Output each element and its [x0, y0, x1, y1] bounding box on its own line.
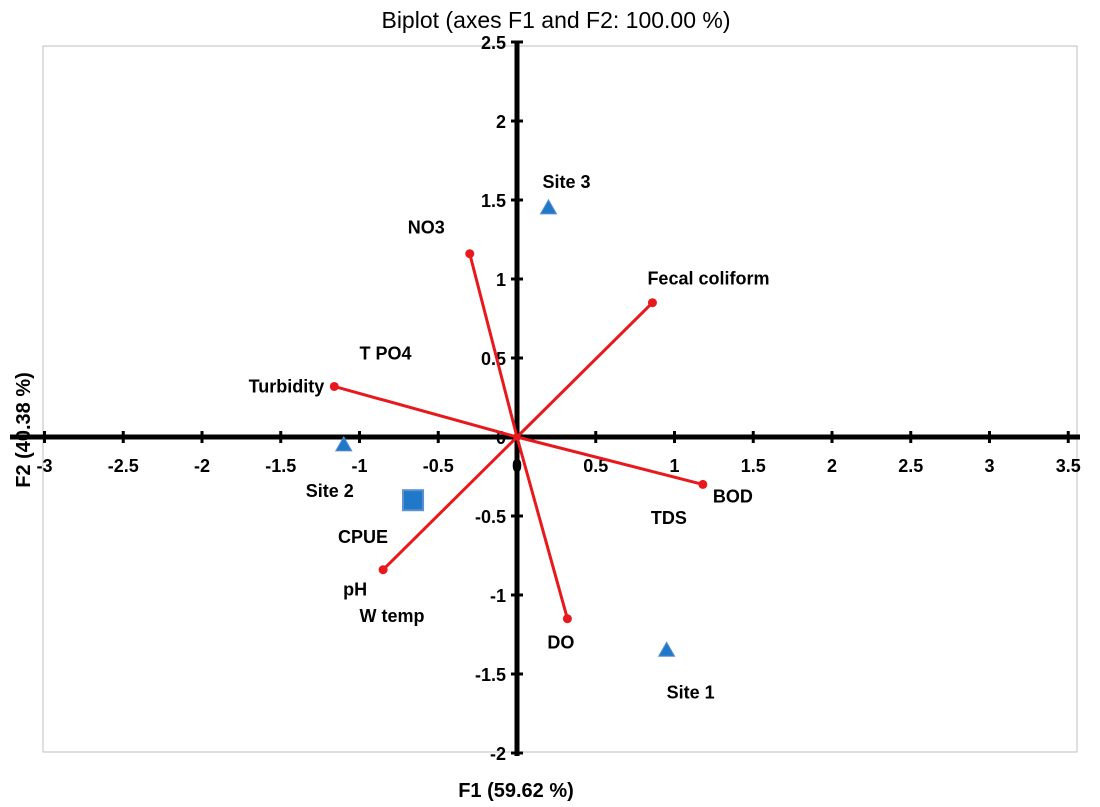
x-tick-label: -1.5 — [265, 456, 296, 476]
x-axis-title: F1 (59.62 %) — [458, 780, 574, 802]
observation-marker-site-3 — [539, 198, 558, 215]
y-tick-label: 2.5 — [481, 33, 506, 53]
y-tick-label: -1 — [490, 586, 506, 606]
plot-area-frame — [42, 45, 1078, 753]
y-tick-label: 0.5 — [481, 349, 506, 369]
vector-point-do — [562, 614, 572, 624]
observation-label-site-2: Site 2 — [306, 481, 354, 501]
vector-point-no3 — [465, 249, 475, 259]
x-tick-label: 2 — [827, 456, 837, 476]
x-tick-label: 3.5 — [1056, 456, 1081, 476]
x-tick-label: -1 — [351, 456, 367, 476]
vector-line-turbidity — [333, 384, 518, 439]
vector-label-no3: NO3 — [408, 218, 445, 238]
observation-label-cpue: CPUE — [338, 527, 388, 547]
vector-line-no3 — [468, 253, 519, 438]
observation-marker-cpue — [402, 489, 425, 512]
x-tick-label: -2 — [194, 456, 210, 476]
observation-label-site-1: Site 1 — [667, 682, 715, 702]
observation-marker-site-1 — [657, 641, 676, 657]
vector-line-fecal-coliform — [515, 301, 654, 439]
vector-label-bod: BOD — [713, 486, 753, 506]
y-tick-label: 1 — [496, 270, 506, 290]
y-tick-label: -1.5 — [475, 665, 506, 685]
chart-title: Biplot (axes F1 and F2: 100.00 %) — [381, 7, 730, 33]
x-tick-label: 0.5 — [583, 456, 608, 476]
x-tick-label: 3 — [984, 456, 994, 476]
x-tick-label: 1.5 — [741, 456, 766, 476]
y-tick-label: -2 — [490, 744, 506, 764]
x-tick-label: -3 — [36, 456, 52, 476]
y-axis-title: F2 (40.38 %) — [13, 372, 35, 488]
vector-point-fecal-coliform — [647, 298, 657, 308]
observation-label-site-3: Site 3 — [543, 172, 591, 192]
annotation-label-t-po4: T PO4 — [360, 344, 412, 364]
vector-line-do — [515, 436, 569, 620]
y-tick-label: 1.5 — [481, 191, 506, 211]
annotation-label-tds: TDS — [651, 508, 687, 528]
y-tick-label: 0 — [496, 428, 506, 448]
x-tick-label: 1 — [669, 456, 679, 476]
x-tick-label: 0 — [512, 456, 522, 476]
vector-label-do: DO — [547, 633, 574, 653]
y-tick-label: -0.5 — [475, 507, 506, 527]
y-tick-label: 2 — [496, 112, 506, 132]
x-tick-label: -0.5 — [423, 456, 454, 476]
vector-label-ph: pH — [343, 580, 367, 600]
x-tick-label: 2.5 — [898, 456, 923, 476]
vector-label-turbidity: Turbidity — [249, 376, 325, 396]
x-tick-label: -2.5 — [108, 456, 139, 476]
vector-point-turbidity — [329, 381, 339, 391]
vector-label-fecal-coliform: Fecal coliform — [647, 269, 769, 289]
vector-point-bod — [698, 479, 708, 489]
vector-line-ph — [382, 435, 519, 571]
observation-marker-site-2 — [334, 435, 353, 452]
vector-point-ph — [378, 565, 388, 575]
annotation-label-w-temp: W temp — [360, 606, 425, 626]
vector-line-bod — [516, 435, 704, 486]
